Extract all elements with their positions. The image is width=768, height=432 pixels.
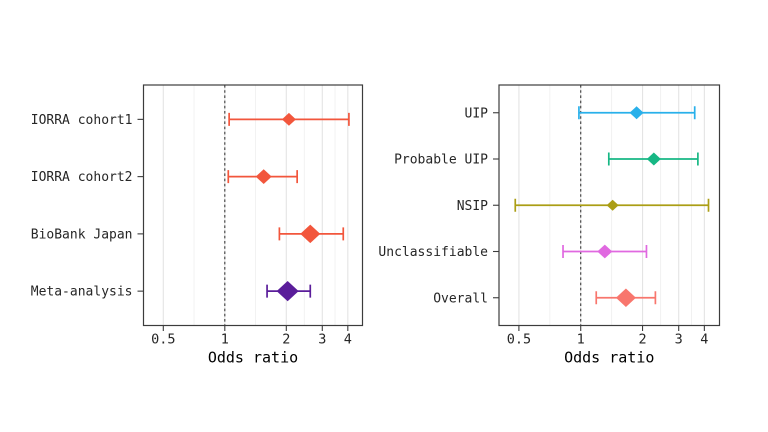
or-diamond (615, 288, 636, 307)
forest-row: UIP (465, 106, 696, 121)
x-tick-label: 4 (344, 332, 352, 348)
or-diamond (646, 152, 661, 166)
or-diamond (606, 199, 619, 211)
y-axis-label: BioBank Japan (31, 227, 133, 242)
or-diamond (597, 244, 613, 259)
forest-row: Meta-analysis (31, 281, 312, 302)
panel-border (142, 84, 364, 327)
x-tick-label: 1 (577, 332, 585, 348)
x-tick-label: 3 (318, 332, 326, 348)
forest-row: NSIP (457, 198, 710, 214)
y-axis-label: Unclassifiable (378, 245, 488, 260)
forest-row: IORRA cohort2 (31, 169, 299, 185)
y-axis-label: IORRA cohort1 (31, 113, 133, 128)
or-diamond (255, 169, 272, 184)
y-axis-label: UIP (465, 106, 489, 121)
x-tick-label: 0.5 (507, 332, 531, 348)
forest-plot-right: UIP Probable UIP NSIP Unclassifiable Overall… (378, 84, 721, 367)
y-axis-label: Meta-analysis (31, 285, 133, 300)
x-tick-label: 3 (675, 332, 683, 348)
x-tick-label: 2 (282, 332, 290, 348)
forest-plot-left: IORRA cohort1 IORRA cohort2 BioBank Japan M… (31, 84, 364, 367)
x-tick-label: 0.5 (151, 332, 175, 348)
x-tick-label: 1 (221, 332, 229, 348)
panel-border (498, 84, 721, 327)
y-axis-label: Overall (433, 291, 488, 306)
y-axis-label: Probable UIP (394, 153, 488, 168)
or-diamond (629, 106, 644, 120)
or-diamond (276, 281, 299, 302)
y-axis-label: NSIP (457, 199, 488, 214)
x-axis-title: Odds ratio (208, 349, 298, 367)
panel-background (143, 85, 363, 326)
or-diamond (300, 224, 321, 244)
y-axis-label: IORRA cohort2 (31, 170, 133, 185)
or-diamond (281, 112, 296, 126)
x-axis-title: Odds ratio (564, 349, 654, 367)
x-tick-label: 2 (638, 332, 646, 348)
forest-row: Probable UIP (394, 152, 699, 168)
x-tick-label: 4 (700, 332, 708, 348)
forest-row: IORRA cohort1 (31, 112, 350, 128)
forest-row: Overall (433, 288, 657, 307)
forest-row: BioBank Japan (31, 224, 345, 244)
forest-row: Unclassifiable (378, 244, 648, 260)
